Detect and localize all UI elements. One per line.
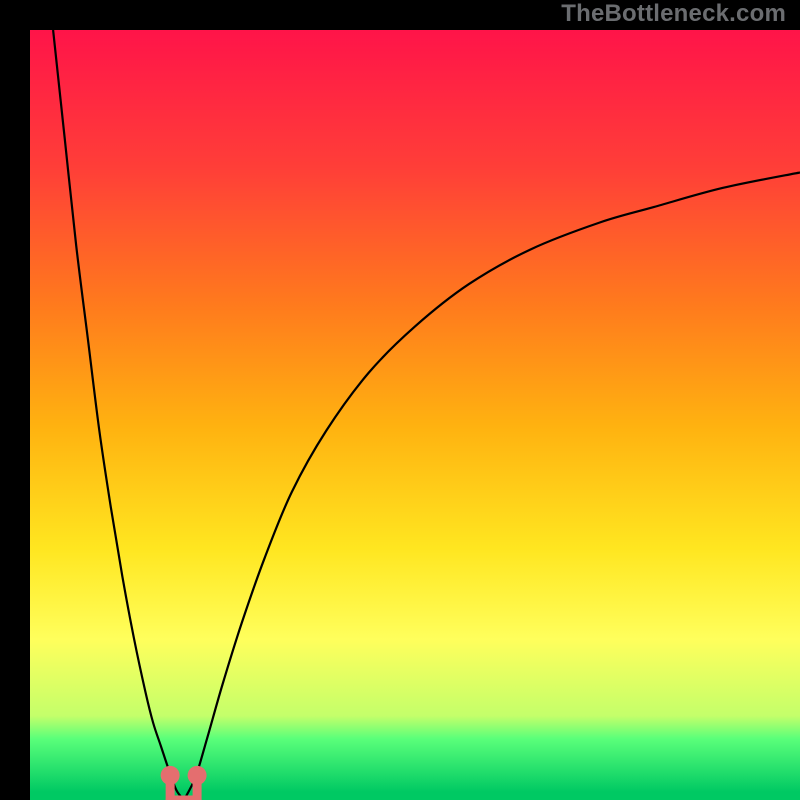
chart-svg	[0, 0, 800, 800]
watermark-text: TheBottleneck.com	[561, 0, 786, 28]
green-band	[30, 792, 800, 800]
marker-dot	[188, 766, 207, 785]
gradient-panel	[30, 30, 800, 792]
bottleneck-chart: TheBottleneck.com	[0, 0, 800, 800]
marker-dot	[161, 766, 180, 785]
